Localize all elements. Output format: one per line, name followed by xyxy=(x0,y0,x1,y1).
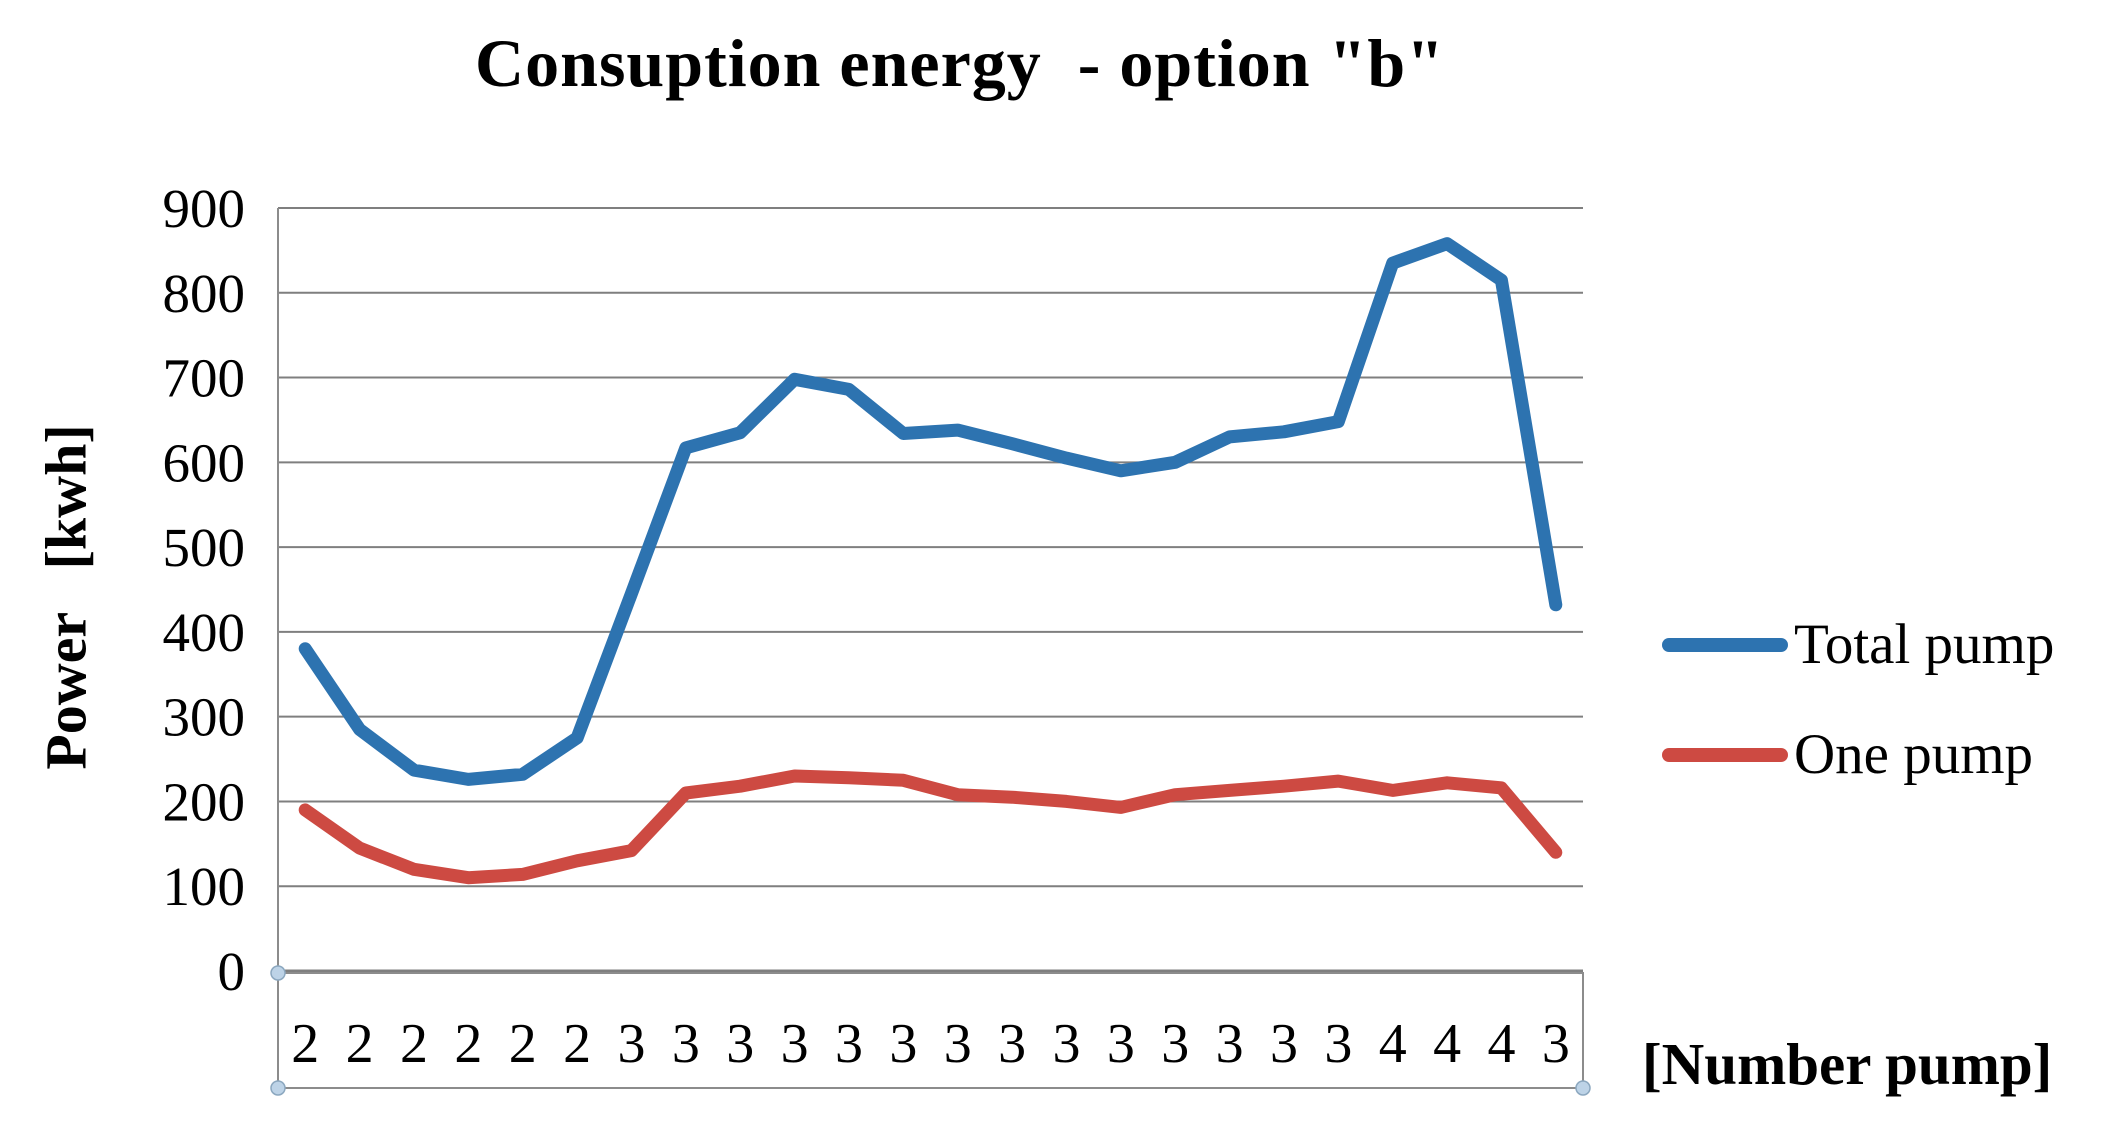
x-tick-label-15: 3 xyxy=(1052,1013,1080,1075)
y-tick-label-200: 200 xyxy=(163,771,246,832)
series-line-one-pump xyxy=(298,769,1563,885)
x-tick-label-12: 3 xyxy=(889,1013,917,1075)
x-tick-label-24: 3 xyxy=(1542,1013,1570,1075)
series-line-total-pump xyxy=(298,237,1563,786)
total-pump-line-swatch xyxy=(1662,637,1788,652)
one-pump-line-swatch xyxy=(1662,747,1788,762)
x-tick-label-3: 2 xyxy=(400,1013,428,1075)
x-tick-label-10: 3 xyxy=(781,1013,809,1075)
chart-title: Consuption energy - option "b" xyxy=(475,25,1445,101)
y-tick-label-400: 400 xyxy=(163,602,246,663)
x-tick-label-20: 3 xyxy=(1324,1013,1352,1075)
x-tick-label-18: 3 xyxy=(1216,1013,1244,1075)
x-tick-label-11: 3 xyxy=(835,1013,863,1075)
x-tick-label-1: 2 xyxy=(291,1013,319,1075)
x-tick-label-22: 4 xyxy=(1433,1013,1461,1075)
selection-handle-2 xyxy=(270,1080,286,1096)
y-tick-label-300: 300 xyxy=(163,687,246,748)
x-axis-title: [Number pump] xyxy=(1642,1031,2053,1097)
x-tick-label-19: 3 xyxy=(1270,1013,1298,1075)
x-tick-label-6: 2 xyxy=(563,1013,591,1075)
x-tick-label-4: 2 xyxy=(454,1013,482,1075)
y-tick-label-600: 600 xyxy=(163,432,246,493)
y-tick-label-0: 0 xyxy=(218,941,246,1002)
selection-handle-3 xyxy=(1575,1080,1591,1096)
x-tick-label-8: 3 xyxy=(672,1013,700,1075)
legend-item-one-pump: One pump xyxy=(1662,722,2033,787)
y-tick-label-700: 700 xyxy=(163,348,246,409)
x-tick-label-16: 3 xyxy=(1107,1013,1135,1075)
y-tick-label-500: 500 xyxy=(163,517,246,578)
y-tick-label-900: 900 xyxy=(163,178,246,239)
x-tick-label-13: 3 xyxy=(944,1013,972,1075)
selection-handle-1 xyxy=(270,965,286,981)
x-tick-label-14: 3 xyxy=(998,1013,1026,1075)
x-tick-label-17: 3 xyxy=(1161,1013,1189,1075)
x-tick-label-7: 3 xyxy=(617,1013,645,1075)
x-axis-label-box xyxy=(277,972,1584,1089)
x-tick-label-5: 2 xyxy=(509,1013,537,1075)
x-tick-label-2: 2 xyxy=(346,1013,374,1075)
y-tick-label-100: 100 xyxy=(163,856,246,917)
x-tick-label-9: 3 xyxy=(726,1013,754,1075)
legend-label-one-pump: One pump xyxy=(1794,723,2034,786)
x-tick-label-23: 4 xyxy=(1487,1013,1515,1075)
x-tick-label-21: 4 xyxy=(1379,1013,1407,1075)
legend-label-total-pump: Total pump xyxy=(1794,613,2055,676)
legend-item-total-pump: Total pump xyxy=(1662,612,2054,677)
y-tick-label-800: 800 xyxy=(163,263,246,324)
